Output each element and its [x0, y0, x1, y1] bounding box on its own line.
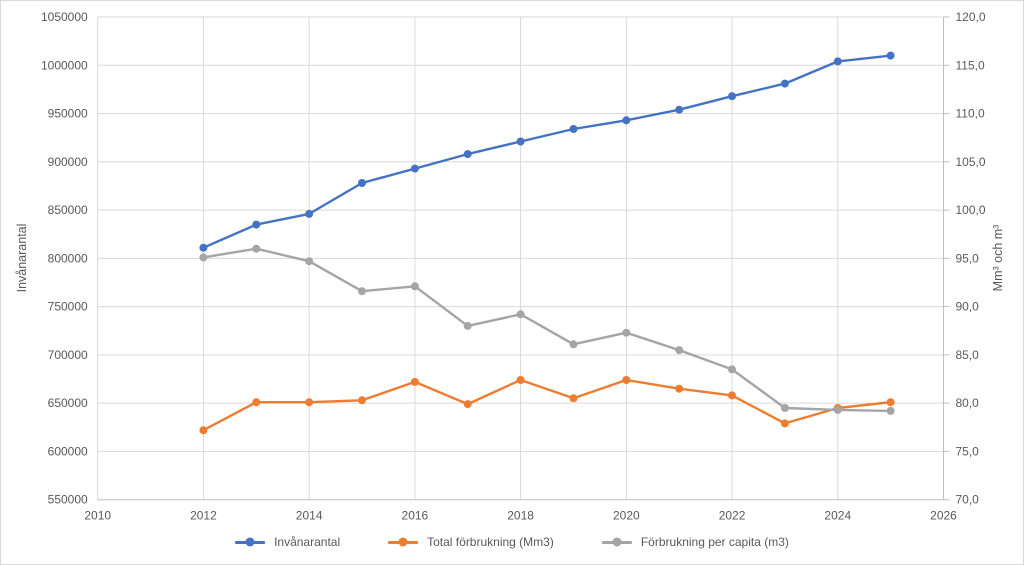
series-marker-1 — [358, 396, 366, 405]
series-marker-1 — [463, 400, 472, 409]
y-right-tick-label: 85,0 — [956, 348, 980, 362]
x-tick-label: 2012 — [190, 509, 217, 523]
x-tick-label: 2016 — [402, 509, 429, 523]
series-marker-2 — [622, 328, 631, 337]
series-marker-2 — [516, 310, 525, 319]
legend-label: Förbrukning per capita (m3) — [640, 535, 789, 549]
y-right-tick-label: 70,0 — [956, 493, 980, 507]
series-marker-1 — [886, 398, 895, 407]
series-marker-2 — [569, 340, 578, 349]
series-marker-1 — [410, 377, 419, 386]
x-tick-label: 2014 — [296, 509, 323, 523]
series-marker-2 — [728, 365, 736, 374]
y-left-tick-label: 800000 — [48, 251, 88, 265]
series-marker-1 — [305, 398, 314, 407]
legend-label: Total förbrukning (Mm3) — [427, 535, 554, 549]
y-left-tick-label: 1050000 — [41, 10, 88, 24]
series-line-1 — [202, 378, 892, 432]
series-marker-2 — [410, 282, 419, 291]
legend-label: Invånarantal — [274, 535, 341, 549]
series-marker-2 — [780, 404, 789, 412]
y-left-tick-label: 750000 — [48, 300, 88, 314]
legend-item-forbrukning-per-capita: Förbrukning per capita (m3) — [601, 535, 789, 549]
series-marker-0 — [622, 116, 631, 125]
y-left-tick-label: 700000 — [48, 348, 88, 362]
y-right-tick-label: 80,0 — [956, 396, 980, 410]
series-marker-0 — [463, 150, 472, 159]
series-marker-0 — [569, 125, 578, 133]
y-right-tick-label: 115,0 — [956, 58, 985, 72]
series-marker-0 — [252, 220, 261, 229]
legend-line-dot-icon — [601, 540, 632, 544]
series-marker-1 — [780, 419, 789, 428]
series-marker-2 — [886, 406, 895, 415]
y-right-tick-label: 110,0 — [956, 107, 985, 121]
y-right-axis-title: Mm³ och m³ — [991, 225, 1005, 292]
y-right-tick-label: 105,0 — [956, 155, 986, 169]
y-right-tick-label: 95,0 — [956, 251, 980, 265]
y-left-tick-label: 950000 — [48, 107, 88, 121]
y-left-tick-label: 1000000 — [41, 58, 88, 72]
series-marker-0 — [358, 179, 366, 187]
y-left-tick-label: 650000 — [48, 396, 88, 410]
series-marker-0 — [305, 209, 314, 218]
series-line-0 — [202, 54, 892, 249]
series-marker-2 — [463, 321, 472, 330]
series-marker-2 — [252, 244, 261, 253]
y-left-tick-label: 550000 — [48, 493, 88, 507]
x-tick-label: 2026 — [930, 509, 957, 523]
y-left-tick-label: 600000 — [48, 444, 88, 458]
y-left-tick-label: 900000 — [48, 155, 88, 169]
series-marker-2 — [358, 287, 366, 296]
legend-item-invanarantal: Invånarantal — [235, 535, 340, 549]
chart-legend: Invånarantal Total förbrukning (Mm3) För… — [1, 535, 1023, 549]
y-left-axis-title: Invånarantal — [15, 224, 29, 293]
series-marker-0 — [675, 105, 684, 114]
legend-line-dot-icon — [388, 540, 419, 544]
legend-item-total-forbrukning: Total förbrukning (Mm3) — [388, 535, 554, 549]
series-marker-1 — [569, 394, 578, 403]
x-tick-label: 2022 — [719, 509, 746, 523]
series-marker-0 — [833, 57, 842, 66]
series-marker-0 — [199, 243, 208, 252]
series-marker-2 — [199, 253, 208, 262]
x-tick-label: 2010 — [84, 509, 111, 523]
y-right-tick-label: 90,0 — [956, 300, 980, 314]
series-marker-0 — [410, 164, 419, 173]
y-right-tick-label: 120,0 — [956, 10, 986, 24]
y-right-tick-label: 100,0 — [956, 203, 986, 217]
x-tick-label: 2018 — [507, 509, 534, 523]
series-marker-0 — [886, 51, 895, 60]
x-tick-label: 2024 — [824, 509, 851, 523]
series-marker-2 — [305, 257, 314, 266]
series-marker-0 — [780, 79, 789, 88]
series-marker-0 — [516, 137, 525, 146]
series-line-2 — [202, 247, 892, 413]
legend-line-dot-icon — [235, 540, 266, 544]
series-marker-1 — [728, 391, 736, 400]
x-tick-label: 2020 — [613, 509, 640, 523]
y-left-tick-label: 850000 — [48, 203, 88, 217]
y-right-tick-label: 75,0 — [956, 444, 980, 458]
series-marker-2 — [833, 405, 842, 414]
series-marker-1 — [252, 398, 261, 407]
series-marker-0 — [728, 92, 736, 101]
series-marker-1 — [675, 384, 684, 393]
series-marker-2 — [675, 346, 684, 355]
series-marker-1 — [199, 426, 208, 435]
series-marker-1 — [622, 376, 631, 384]
series-marker-1 — [516, 376, 525, 384]
